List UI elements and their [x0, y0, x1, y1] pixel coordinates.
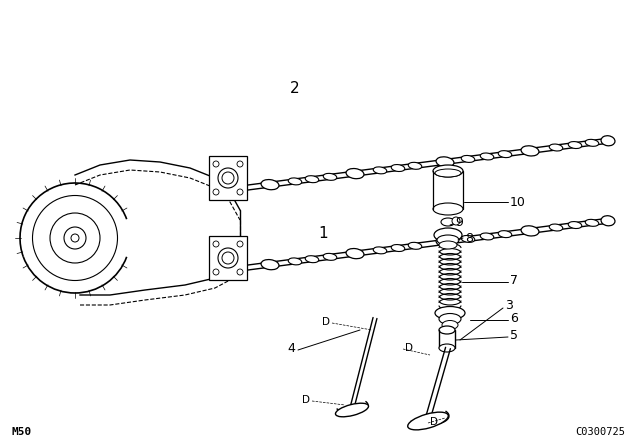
Ellipse shape — [213, 269, 219, 275]
Ellipse shape — [435, 306, 465, 319]
Ellipse shape — [452, 217, 460, 225]
Ellipse shape — [222, 172, 234, 184]
Text: 10: 10 — [510, 195, 526, 208]
Ellipse shape — [261, 259, 279, 270]
Ellipse shape — [237, 241, 243, 247]
Ellipse shape — [461, 155, 475, 163]
Text: 8: 8 — [465, 232, 473, 245]
Ellipse shape — [218, 248, 238, 268]
Ellipse shape — [237, 189, 243, 195]
Ellipse shape — [549, 224, 563, 231]
Ellipse shape — [323, 254, 337, 260]
Ellipse shape — [305, 176, 319, 183]
Ellipse shape — [480, 153, 493, 160]
Text: 9: 9 — [455, 215, 463, 228]
Ellipse shape — [213, 189, 219, 195]
Text: 1: 1 — [318, 225, 328, 241]
Ellipse shape — [521, 226, 539, 236]
Text: 5: 5 — [510, 328, 518, 341]
Ellipse shape — [222, 252, 234, 264]
Ellipse shape — [346, 168, 364, 179]
Polygon shape — [209, 236, 247, 280]
Ellipse shape — [435, 169, 461, 177]
Ellipse shape — [433, 165, 463, 177]
Text: 4: 4 — [287, 341, 295, 354]
Ellipse shape — [439, 326, 455, 334]
Ellipse shape — [408, 242, 422, 249]
Ellipse shape — [213, 161, 219, 167]
Text: D: D — [322, 317, 330, 327]
Ellipse shape — [237, 269, 243, 275]
Ellipse shape — [434, 228, 462, 242]
Ellipse shape — [568, 142, 582, 149]
Polygon shape — [209, 156, 247, 200]
Text: 7: 7 — [510, 273, 518, 287]
Ellipse shape — [480, 233, 493, 240]
Text: C0300725: C0300725 — [575, 427, 625, 437]
Text: D: D — [302, 395, 310, 405]
Ellipse shape — [346, 249, 364, 258]
Text: D: D — [430, 417, 438, 427]
Ellipse shape — [391, 245, 404, 251]
Ellipse shape — [439, 314, 461, 324]
Ellipse shape — [439, 241, 457, 249]
Ellipse shape — [218, 168, 238, 188]
Ellipse shape — [601, 136, 615, 146]
Text: 6: 6 — [510, 311, 518, 324]
Ellipse shape — [441, 218, 455, 226]
Ellipse shape — [499, 231, 512, 237]
Ellipse shape — [521, 146, 539, 156]
Text: D: D — [405, 343, 413, 353]
Ellipse shape — [585, 139, 599, 146]
Ellipse shape — [261, 180, 279, 190]
Ellipse shape — [568, 222, 582, 228]
Ellipse shape — [373, 167, 387, 174]
Ellipse shape — [433, 203, 463, 215]
Ellipse shape — [288, 178, 301, 185]
Ellipse shape — [601, 216, 615, 226]
Ellipse shape — [436, 157, 454, 167]
Ellipse shape — [213, 241, 219, 247]
Ellipse shape — [549, 144, 563, 151]
Ellipse shape — [461, 236, 475, 242]
Ellipse shape — [436, 237, 454, 247]
Ellipse shape — [305, 256, 319, 263]
Text: 3: 3 — [505, 298, 513, 311]
Ellipse shape — [439, 344, 455, 352]
Ellipse shape — [373, 247, 387, 254]
Ellipse shape — [437, 235, 459, 245]
Text: M50: M50 — [12, 427, 32, 437]
Ellipse shape — [288, 258, 301, 265]
Ellipse shape — [499, 151, 512, 158]
Ellipse shape — [335, 403, 369, 417]
Ellipse shape — [442, 320, 458, 329]
Text: 2: 2 — [290, 81, 300, 95]
Ellipse shape — [408, 162, 422, 169]
Ellipse shape — [408, 412, 448, 430]
Ellipse shape — [585, 220, 599, 226]
Ellipse shape — [323, 173, 337, 181]
Ellipse shape — [237, 161, 243, 167]
Ellipse shape — [391, 164, 404, 172]
